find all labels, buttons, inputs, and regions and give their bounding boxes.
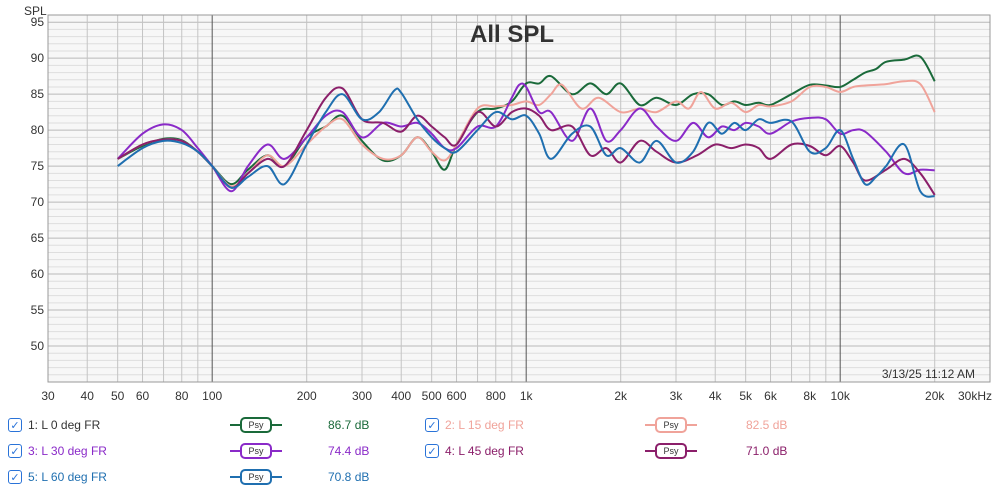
legend-value-series-3: 74.4 dB	[328, 444, 370, 458]
x-tick-label: 8k	[803, 389, 817, 403]
y-tick-label: 90	[31, 51, 45, 65]
x-tick-label: 3k	[670, 389, 684, 403]
x-tick-label: 5k	[739, 389, 753, 403]
timestamp-label: 3/13/25 11:12 AM	[882, 367, 975, 381]
legend-label: 3: L 30 deg FR	[28, 444, 107, 458]
psy-line-left	[230, 424, 240, 426]
x-tick-label: 400	[391, 389, 411, 403]
y-axis-label: SPL	[24, 4, 47, 18]
psy-line-right	[272, 424, 282, 426]
y-tick-label: 75	[31, 159, 45, 173]
x-tick-labels: 30 40 50 60 80 100 200 300 400 500 600 800 1k 2k 3k 4k 5…	[41, 389, 945, 403]
plot-frame	[47, 14, 991, 383]
x-tick-label: 80	[175, 389, 189, 403]
checkbox-series-3[interactable]: ✓	[8, 444, 22, 458]
legend: ✓ 1: L 0 deg FR Psy 86.7 dB ✓ 2: L 15 de…	[0, 410, 1000, 493]
y-tick-label: 50	[31, 339, 45, 353]
psy-button-series-4[interactable]: Psy	[645, 440, 697, 462]
legend-label: 5: L 60 deg FR	[28, 470, 107, 484]
series-line-3	[116, 82, 935, 193]
x-tick-label: 50	[111, 389, 125, 403]
legend-item-series-2[interactable]: ✓ 2: L 15 deg FR	[425, 414, 524, 436]
legend-value-series-2: 82.5 dB	[746, 418, 788, 432]
x-tick-label: 300	[352, 389, 372, 403]
x-tick-label: 100	[202, 389, 222, 403]
x-tick-label: 1k	[520, 389, 534, 403]
legend-item-series-1[interactable]: ✓ 1: L 0 deg FR	[8, 414, 100, 436]
y-tick-label: 95	[31, 15, 45, 29]
y-tick-labels: 50 55 60 65 70 75 80 85 90 95	[31, 15, 45, 353]
x-tick-label: 800	[486, 389, 506, 403]
x-axis-unit-label: 30kHz	[958, 389, 992, 403]
series-line-2	[117, 79, 936, 188]
y-tick-label: 55	[31, 303, 45, 317]
x-tick-label: 4k	[709, 389, 723, 403]
psy-line-right	[272, 450, 282, 452]
chart-title: All SPL	[470, 21, 554, 48]
legend-label: 2: L 15 deg FR	[445, 418, 524, 432]
legend-value-series-1: 86.7 dB	[328, 418, 370, 432]
legend-item-series-5[interactable]: ✓ 5: L 60 deg FR	[8, 466, 107, 488]
y-tick-label: 70	[31, 195, 45, 209]
chart-grid	[47, 14, 991, 383]
x-tick-label: 6k	[764, 389, 778, 403]
series-layer	[116, 54, 936, 198]
y-tick-label: 60	[31, 267, 45, 281]
psy-box: Psy	[655, 443, 687, 459]
psy-line-right	[687, 424, 697, 426]
x-tick-label: 30	[41, 389, 55, 403]
psy-line-left	[645, 424, 655, 426]
legend-value-series-5: 70.8 dB	[328, 470, 370, 484]
y-tick-label: 80	[31, 123, 45, 137]
psy-line-right	[687, 450, 697, 452]
series-line-4	[117, 86, 936, 196]
psy-line-left	[645, 450, 655, 452]
legend-item-series-3[interactable]: ✓ 3: L 30 deg FR	[8, 440, 107, 462]
y-tick-label: 85	[31, 87, 45, 101]
psy-button-series-3[interactable]: Psy	[230, 440, 282, 462]
x-tick-label: 500	[422, 389, 442, 403]
x-tick-label: 40	[81, 389, 95, 403]
checkbox-series-1[interactable]: ✓	[8, 418, 22, 432]
psy-box: Psy	[240, 469, 272, 485]
y-tick-label: 65	[31, 231, 45, 245]
legend-item-series-4[interactable]: ✓ 4: L 45 deg FR	[425, 440, 524, 462]
psy-line-right	[272, 476, 282, 478]
psy-button-series-2[interactable]: Psy	[645, 414, 697, 436]
psy-button-series-5[interactable]: Psy	[230, 466, 282, 488]
x-tick-label: 200	[297, 389, 317, 403]
psy-box: Psy	[240, 443, 272, 459]
x-tick-label: 20k	[925, 389, 945, 403]
x-tick-label: 2k	[614, 389, 628, 403]
psy-box: Psy	[655, 417, 687, 433]
x-tick-label: 60	[136, 389, 150, 403]
checkbox-series-2[interactable]: ✓	[425, 418, 439, 432]
legend-value-series-4: 71.0 dB	[746, 444, 788, 458]
psy-line-left	[230, 476, 240, 478]
x-tick-label: 10k	[831, 389, 851, 403]
psy-button-series-1[interactable]: Psy	[230, 414, 282, 436]
plot-background	[48, 15, 990, 382]
psy-box: Psy	[240, 417, 272, 433]
checkbox-series-5[interactable]: ✓	[8, 470, 22, 484]
series-line-5	[117, 87, 936, 198]
checkbox-series-4[interactable]: ✓	[425, 444, 439, 458]
spl-chart: 50 55 60 65 70 75 80 85 90 95 30 40 50 60 80 100 200 300…	[24, 4, 992, 403]
x-tick-label: 600	[447, 389, 467, 403]
psy-line-left	[230, 450, 240, 452]
legend-label: 1: L 0 deg FR	[28, 418, 101, 432]
plot-border	[47, 14, 991, 383]
legend-label: 4: L 45 deg FR	[445, 444, 524, 458]
